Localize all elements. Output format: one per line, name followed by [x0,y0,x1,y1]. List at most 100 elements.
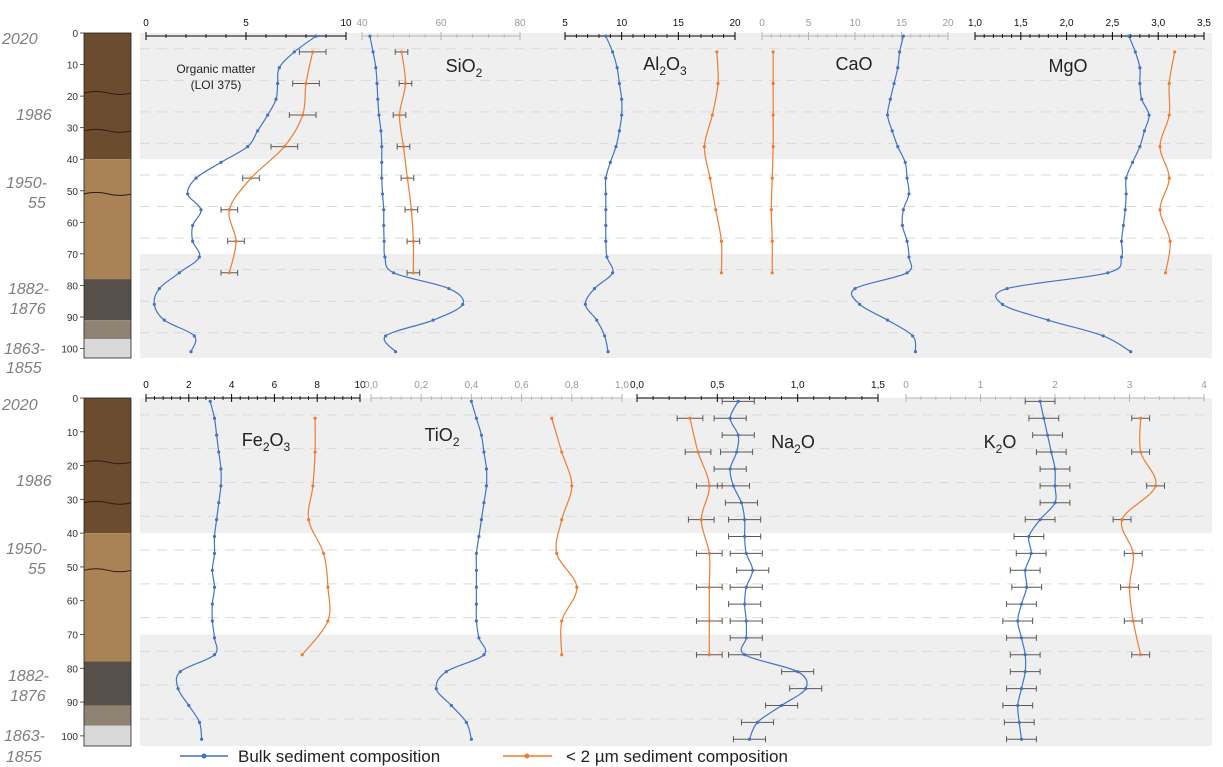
fine-data-point [1127,585,1132,589]
bulk-data-point [1138,81,1142,86]
fine-data-point [714,208,718,212]
fine-data-point [304,81,308,86]
bulk-data-point [606,350,610,354]
bulk-data-point [1019,686,1024,691]
bulk-data-point [474,619,479,623]
bulk-data-point [1038,518,1042,522]
depth-tick-label: 60 [67,218,79,229]
bulk-data-point [736,433,740,437]
bulk-data-point [469,399,473,403]
bulk-data-point [449,703,453,708]
bulk-data-point [474,568,479,572]
depth-tick-label: 40 [67,155,79,166]
bulk-data-point [210,568,214,572]
depth-tick-label: 50 [67,187,79,198]
core-clay-unit [84,705,131,726]
date-label: 55 [28,561,46,578]
x-axis-tick-label: 5 [806,18,812,29]
bulk-data-point [804,686,808,691]
bulk-data-point [898,50,902,54]
bulk-data-point [380,176,384,180]
bulk-data-point [1000,302,1005,306]
date-label: 2020 [1,31,38,48]
x-axis-tick-label: 40 [356,18,368,29]
x-axis-tick-label: 3,0 [1151,18,1165,29]
bulk-data-point [266,113,270,117]
bulk-data-point [199,208,203,212]
bulk-data-point [1023,653,1027,657]
date-label: 1986 [16,107,52,124]
core-dark-unit [84,33,131,160]
bulk-data-point [192,334,196,338]
x-axis-tick-label: 2 [1052,380,1058,391]
fine-series-line [398,51,415,273]
bulk-data-point [380,192,385,196]
bulk-data-point [1053,501,1057,505]
bulk-data-point [896,144,900,149]
core-dark-unit [84,398,131,534]
fine-data-point [550,416,554,420]
bulk-data-point [392,271,396,275]
fine-data-point [715,50,719,54]
panel-7: 0,0 0,5 1,0 1,5 [630,380,885,743]
x-axis-tick-label: 80 [514,18,526,29]
panel-1: 40 60 80 [356,18,526,354]
bulk-data-point [212,551,217,556]
fine-data-point [1158,208,1162,212]
fine-data-point [300,653,304,657]
fine-data-point [560,653,564,657]
fine-data-point [1167,81,1171,86]
date-label: 1863- [4,341,45,358]
fine-series-line [551,418,578,655]
period-band [140,634,1212,746]
bulk-data-point [1045,433,1050,437]
bulk-data-point [744,551,748,556]
depth-tick-label: 30 [67,124,79,135]
bulk-data-point [217,450,221,454]
bulk-data-point [382,239,386,243]
x-axis-tick-label: 1,0 [791,380,805,391]
bulk-data-point [379,129,383,133]
bulk-data-point [743,653,747,657]
fine-data-point [1173,50,1177,54]
fine-data-point [313,416,317,420]
bulk-data-point [905,176,909,180]
x-axis-tick-label: 20 [942,18,954,29]
fine-data-point [1139,450,1143,454]
bulk-data-point [464,720,468,724]
panel-6: 0,0 0,2 0,4 0,6 0,8 1,0 [364,380,629,741]
bulk-data-point [444,670,448,674]
panel-0: 0 5 10 [143,18,352,354]
bulk-data-point [1017,720,1021,724]
x-axis-tick-label: 0,6 [515,380,529,391]
x-axis-tick-label: 0 [143,18,149,29]
fine-data-point [1167,113,1171,117]
fine-data-point [249,176,253,180]
depth-tick-label: 10 [67,428,79,439]
bulk-data-point [176,686,180,691]
fine-data-point [707,551,711,556]
bulk-data-point [1049,450,1053,454]
bulk-data-point [1053,467,1057,471]
fine-data-point [708,176,712,180]
date-label: 1855 [6,360,42,377]
depth-tick-label: 80 [67,664,79,675]
bulk-data-point [474,602,479,606]
x-axis-tick-label: 0,4 [464,380,478,391]
x-axis-tick-label: 0,0 [630,380,644,391]
fine-data-point [707,484,711,488]
fine-data-point [771,50,775,54]
bulk-data-point [747,737,752,741]
bulk-data-point [1133,50,1137,54]
fine-data-point [1153,484,1158,488]
fine-data-point [560,518,564,522]
fine-data-point [1120,518,1124,522]
bulk-data-point [1025,585,1029,589]
core-layer-boundary [83,90,132,95]
fine-series-line [228,51,314,273]
bulk-data-point [1101,334,1105,338]
x-axis-tick-label: 8 [314,380,320,391]
bulk-data-point [751,568,755,572]
bulk-data-point [1106,271,1110,275]
